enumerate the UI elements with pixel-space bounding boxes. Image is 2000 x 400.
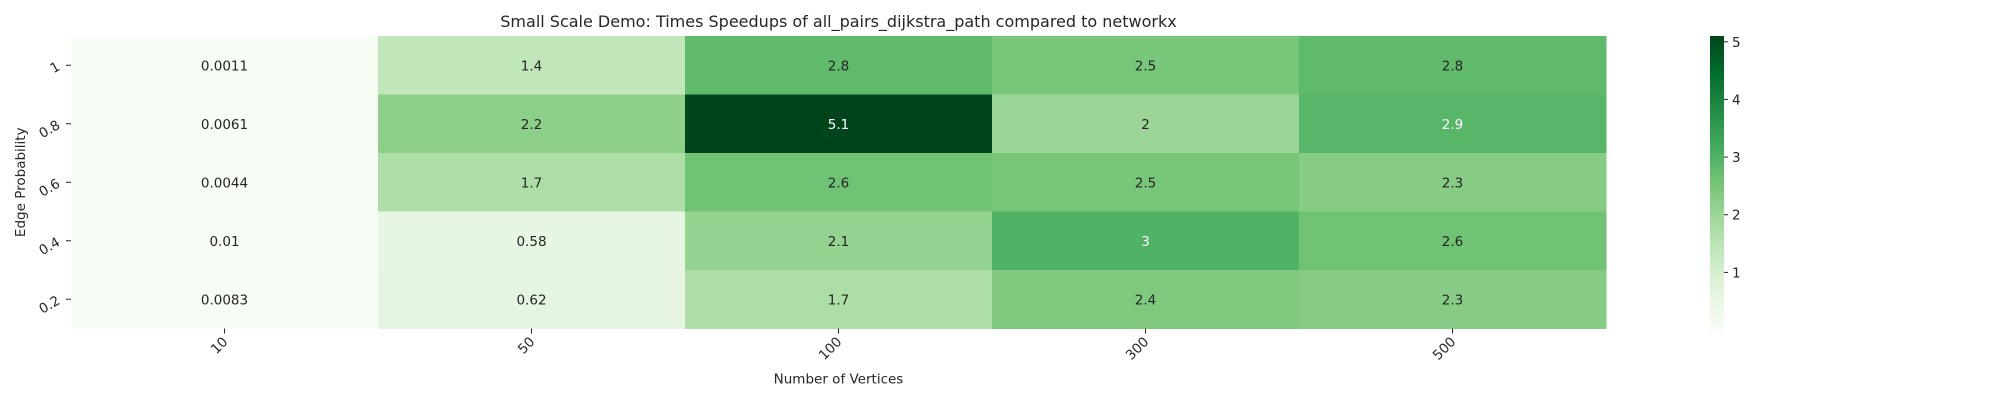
cell-value-label: 2.6	[1442, 234, 1463, 250]
x-axis-label: Number of Vertices	[774, 372, 904, 388]
heatmap-cell	[685, 211, 993, 271]
heatmap-cell	[71, 94, 379, 154]
cell-value-label: 0.62	[516, 292, 546, 308]
heatmap-cell	[378, 153, 686, 212]
cell-value-label: 0.01	[209, 234, 239, 250]
cell-value-label: 2.5	[1135, 175, 1156, 191]
x-tick-label: 100	[816, 334, 846, 364]
colorbar-tick-label: 4	[1732, 92, 1741, 108]
x-tick-label: 500	[1430, 334, 1460, 364]
cell-value-label: 3	[1141, 234, 1150, 250]
cell-value-label: 5.1	[828, 117, 849, 133]
cell-value-label: 2.1	[828, 234, 849, 250]
colorbar-tick-label: 2	[1732, 208, 1741, 224]
heatmap-cell	[71, 36, 379, 95]
heatmap-cell	[992, 270, 1300, 329]
x-axis-ticks: 10 50 100 300 500	[208, 328, 1460, 364]
heatmap-cell	[1299, 36, 1607, 95]
y-tick-label: 1	[48, 59, 63, 77]
y-tick-label: 0.4	[36, 234, 63, 259]
chart-title: Small Scale Demo: Times Speedups of all_…	[500, 12, 1176, 32]
x-tick-label: 10	[208, 334, 231, 357]
heatmap-cell	[992, 153, 1300, 212]
cell-value-label: 1.7	[828, 292, 849, 308]
cell-value-label: 1.7	[521, 175, 542, 191]
cell-value-label: 2.9	[1442, 117, 1463, 133]
heatmap-cell	[1299, 270, 1607, 329]
colorbar-bar	[1710, 36, 1724, 330]
cell-value-label: 2.8	[1442, 58, 1463, 74]
y-tick-label: 0.2	[36, 293, 63, 318]
cell-value-label: 2.4	[1135, 292, 1156, 308]
heatmap-cell-labels: 0.0011 1.4 2.8 2.5 2.8 0.0061 2.2 5.1 2 2.9 0.0044…	[201, 58, 1463, 308]
cell-value-label: 0.0061	[201, 117, 248, 133]
cell-value-label: 2.3	[1442, 292, 1463, 308]
heatmap-cell	[71, 153, 379, 212]
x-tick-label: 300	[1123, 334, 1153, 364]
cell-value-label: 2.6	[828, 175, 849, 191]
heatmap-cell	[685, 36, 993, 95]
y-axis-label: Edge Probability	[13, 127, 29, 237]
heatmap-cell	[1299, 211, 1607, 271]
colorbar-tick-label: 1	[1732, 265, 1741, 281]
cell-value-label: 2.3	[1442, 175, 1463, 191]
heatmap-cell	[685, 270, 993, 329]
colorbar: 1 2 3 4 5	[1710, 35, 1741, 330]
heatmap-cell	[685, 153, 993, 212]
x-tick-label: 50	[515, 334, 538, 357]
heatmap-cell	[378, 270, 686, 329]
cell-value-label: 2	[1141, 117, 1150, 133]
colorbar-tick-label: 3	[1732, 150, 1741, 166]
heatmap-cell	[992, 211, 1300, 271]
y-tick-label: 0.8	[36, 117, 63, 142]
cell-value-label: 0.0044	[201, 175, 248, 191]
cell-value-label: 0.0083	[201, 292, 248, 308]
heatmap-cells	[71, 36, 1607, 329]
cell-value-label: 0.58	[516, 234, 546, 250]
cell-value-label: 1.4	[521, 58, 542, 74]
cell-value-label: 2.2	[521, 117, 542, 133]
y-axis-ticks: 1 0.8 0.6 0.4 0.2	[36, 59, 71, 318]
cell-value-label: 2.8	[828, 58, 849, 74]
heatmap-cell	[378, 94, 686, 154]
heatmap-cell	[992, 94, 1300, 154]
heatmap-cell	[685, 94, 993, 154]
y-tick-label: 0.6	[36, 176, 63, 201]
heatmap-cell	[71, 211, 379, 271]
heatmap-cell	[378, 211, 686, 271]
colorbar-tick-label: 5	[1732, 35, 1741, 51]
heatmap-cell	[378, 36, 686, 95]
cell-value-label: 0.0011	[201, 58, 248, 74]
cell-value-label: 2.5	[1135, 58, 1156, 74]
heatmap-cell	[71, 270, 379, 329]
heatmap-cell	[1299, 94, 1607, 154]
heatmap-cell	[992, 36, 1300, 95]
heatmap-cell	[1299, 153, 1607, 212]
